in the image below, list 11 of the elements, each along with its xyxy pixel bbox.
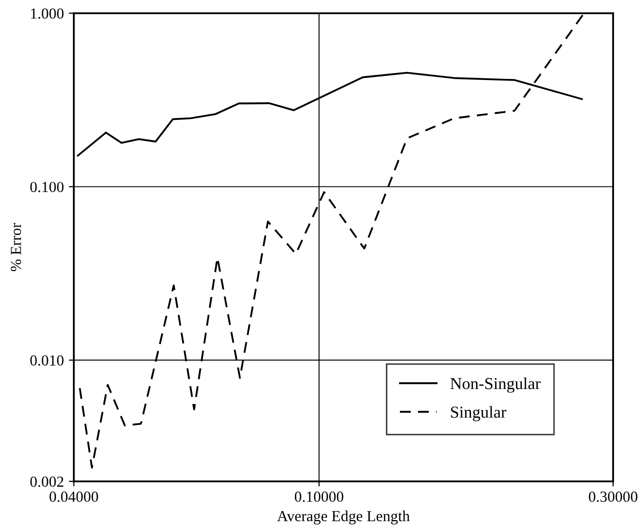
x-axis-title: Average Edge Length — [277, 510, 410, 524]
x-tick-label: 0.10000 — [294, 492, 344, 502]
x-tick-label: 0.04000 — [50, 492, 98, 502]
legend-label: Non-Singular — [450, 377, 541, 393]
legend-label: Singular — [451, 406, 506, 422]
y-axis-title: % Error — [10, 223, 22, 272]
y-tick-label: 0.010 — [30, 355, 64, 366]
y-tick-label: 1.000 — [31, 8, 64, 19]
y-tick-label: 0.002 — [30, 476, 64, 487]
y-tick-label: 0.100 — [30, 182, 64, 192]
x-tick-label: 0.30000 — [588, 492, 638, 502]
